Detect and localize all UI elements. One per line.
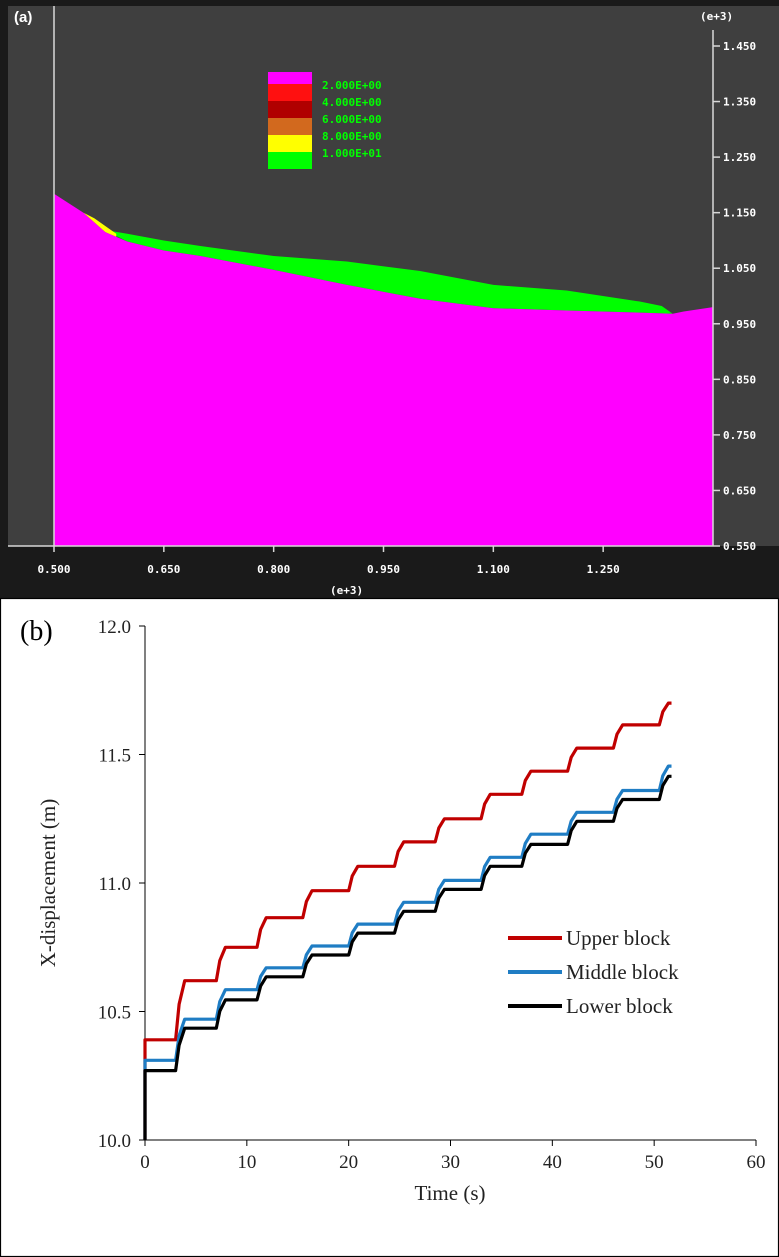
x-tick-label: 40 xyxy=(543,1152,562,1173)
x-tick-label: 10 xyxy=(237,1152,256,1173)
panel-b-legend: Upper block Middle block Lower block xyxy=(508,926,679,1018)
legend-label: Middle block xyxy=(566,960,679,984)
y-tick-label: 1.250 xyxy=(723,151,756,164)
legend-swatch xyxy=(268,84,312,101)
legend-label: Lower block xyxy=(566,994,673,1018)
panel-a-ticks: 1.450 1.350 1.250 1.150 1.050 0.950 0.850 0.750… xyxy=(37,40,756,576)
panel-b: (b) 10.0 10.5 11.0 11.5 12.0 0 10 20 30 40 50 60 Up… xyxy=(0,597,779,1257)
legend-swatch xyxy=(268,72,312,84)
panel-b-background xyxy=(0,598,779,1257)
x-tick-label: 0.500 xyxy=(37,563,70,576)
panel-b-series xyxy=(143,701,672,1140)
panel-b-ticks: 10.0 10.5 11.0 11.5 12.0 0 10 20 30 40 50 60 xyxy=(98,617,766,1173)
y-tick-label: 0.750 xyxy=(723,429,756,442)
series-line xyxy=(143,774,672,1140)
y-tick-label: 0.950 xyxy=(723,318,756,331)
panel-a-plot xyxy=(54,193,713,546)
y-tick-label: 10.0 xyxy=(98,1131,131,1152)
x-tick-label: 50 xyxy=(645,1152,664,1173)
y-tick-label: 1.350 xyxy=(723,96,756,109)
panel-a-x-exponent: (e+3) xyxy=(330,584,363,597)
panel-a-y-exponent: (e+3) xyxy=(700,10,733,23)
series-line xyxy=(143,764,672,1140)
legend-label: 6.000E+00 xyxy=(322,113,382,126)
x-tick-label: 30 xyxy=(441,1152,460,1173)
y-tick-label: 10.5 xyxy=(98,1003,131,1024)
x-tick-label: 60 xyxy=(747,1152,766,1173)
y-tick-label: 1.050 xyxy=(723,262,756,275)
panel-a: 1.450 1.350 1.250 1.150 1.050 0.950 0.850 0.750… xyxy=(0,0,779,598)
yellow-band xyxy=(83,212,117,237)
x-tick-label: 0 xyxy=(140,1152,150,1173)
panel-b-x-axis-title: Time (s) xyxy=(415,1181,486,1205)
legend-swatch xyxy=(268,135,312,152)
panel-b-label: (b) xyxy=(20,616,53,647)
slope-body xyxy=(54,193,713,546)
y-tick-label: 12.0 xyxy=(98,617,131,638)
panel-a-legend: 2.000E+00 4.000E+00 6.000E+00 8.000E+00 1.00… xyxy=(268,72,382,169)
legend-label: Upper block xyxy=(566,926,671,950)
legend-label: 8.000E+00 xyxy=(322,130,382,143)
y-tick-label: 0.550 xyxy=(723,540,756,553)
legend-label: 4.000E+00 xyxy=(322,96,382,109)
x-tick-label: 0.800 xyxy=(257,563,290,576)
panel-a-label: (a) xyxy=(14,9,32,26)
series-line xyxy=(143,701,672,1140)
legend-swatch xyxy=(268,101,312,118)
legend-swatch xyxy=(268,118,312,135)
legend-label: 1.000E+01 xyxy=(322,147,382,160)
y-tick-label: 11.0 xyxy=(98,874,131,895)
x-tick-label: 20 xyxy=(339,1152,358,1173)
legend-swatch xyxy=(268,152,312,169)
y-tick-label: 0.650 xyxy=(723,484,756,497)
y-tick-label: 1.150 xyxy=(723,207,756,220)
x-tick-label: 1.100 xyxy=(477,563,510,576)
y-tick-label: 11.5 xyxy=(98,746,131,767)
x-tick-label: 0.950 xyxy=(367,563,400,576)
deposit-area xyxy=(101,228,673,314)
x-tick-label: 0.650 xyxy=(147,563,180,576)
x-tick-label: 1.250 xyxy=(587,563,620,576)
y-tick-label: 0.850 xyxy=(723,373,756,386)
panel-b-y-axis-title: X-displacement (m) xyxy=(36,799,60,968)
y-tick-label: 1.450 xyxy=(723,40,756,53)
legend-label: 2.000E+00 xyxy=(322,79,382,92)
